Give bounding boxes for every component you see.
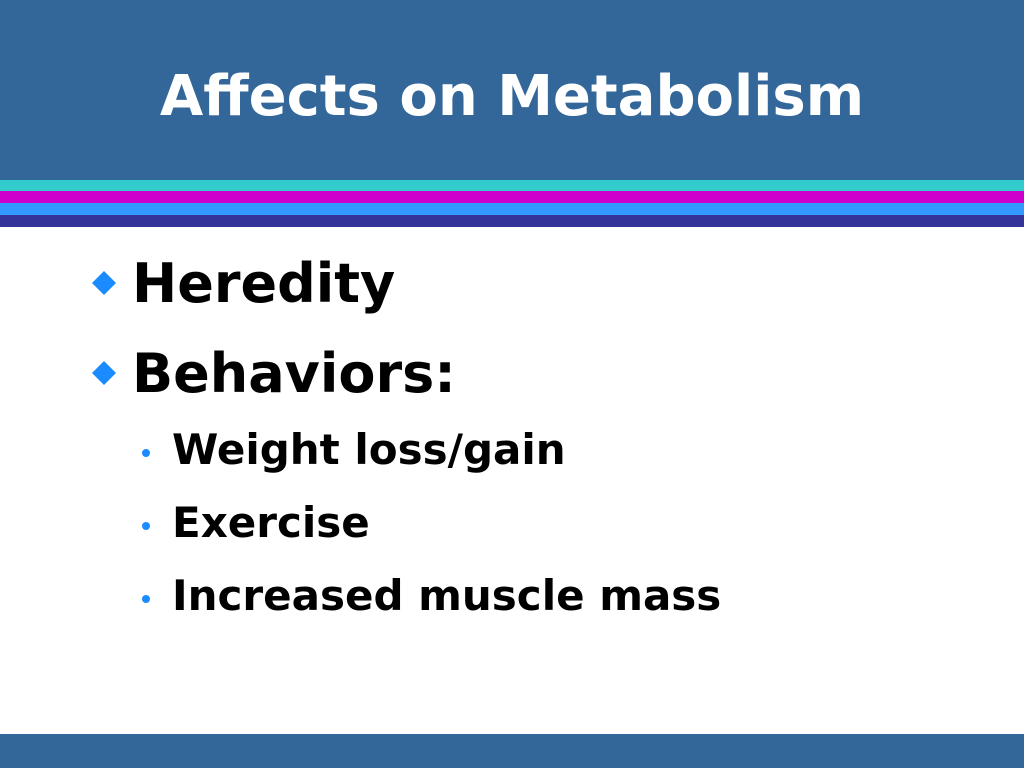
bullet-text: Heredity xyxy=(132,252,396,315)
sub-bullet-text: Increased muscle mass xyxy=(172,571,722,620)
stripe xyxy=(0,203,1024,215)
diamond xyxy=(92,271,116,296)
title: Affects on Metabolism xyxy=(159,64,865,129)
bullet: Behaviors: xyxy=(92,342,456,406)
diamond xyxy=(92,361,116,386)
sub-bullet: Weight loss/gain xyxy=(142,424,566,476)
dot xyxy=(142,521,150,530)
sub-bullet: Exercise xyxy=(142,497,370,549)
sub-bullet-text: Exercise xyxy=(172,498,370,547)
header xyxy=(0,0,1024,180)
sub-bullet-text: Weight loss/gain xyxy=(172,425,566,474)
bullet-text: Behaviors: xyxy=(132,342,456,405)
sub-bullet: Increased muscle mass xyxy=(142,570,721,622)
dot xyxy=(142,448,150,457)
dot xyxy=(142,594,150,603)
stripe xyxy=(0,191,1024,203)
stripe xyxy=(0,215,1024,227)
bullet: Heredity xyxy=(92,252,395,316)
footer xyxy=(0,734,1024,768)
stripe xyxy=(0,180,1024,191)
